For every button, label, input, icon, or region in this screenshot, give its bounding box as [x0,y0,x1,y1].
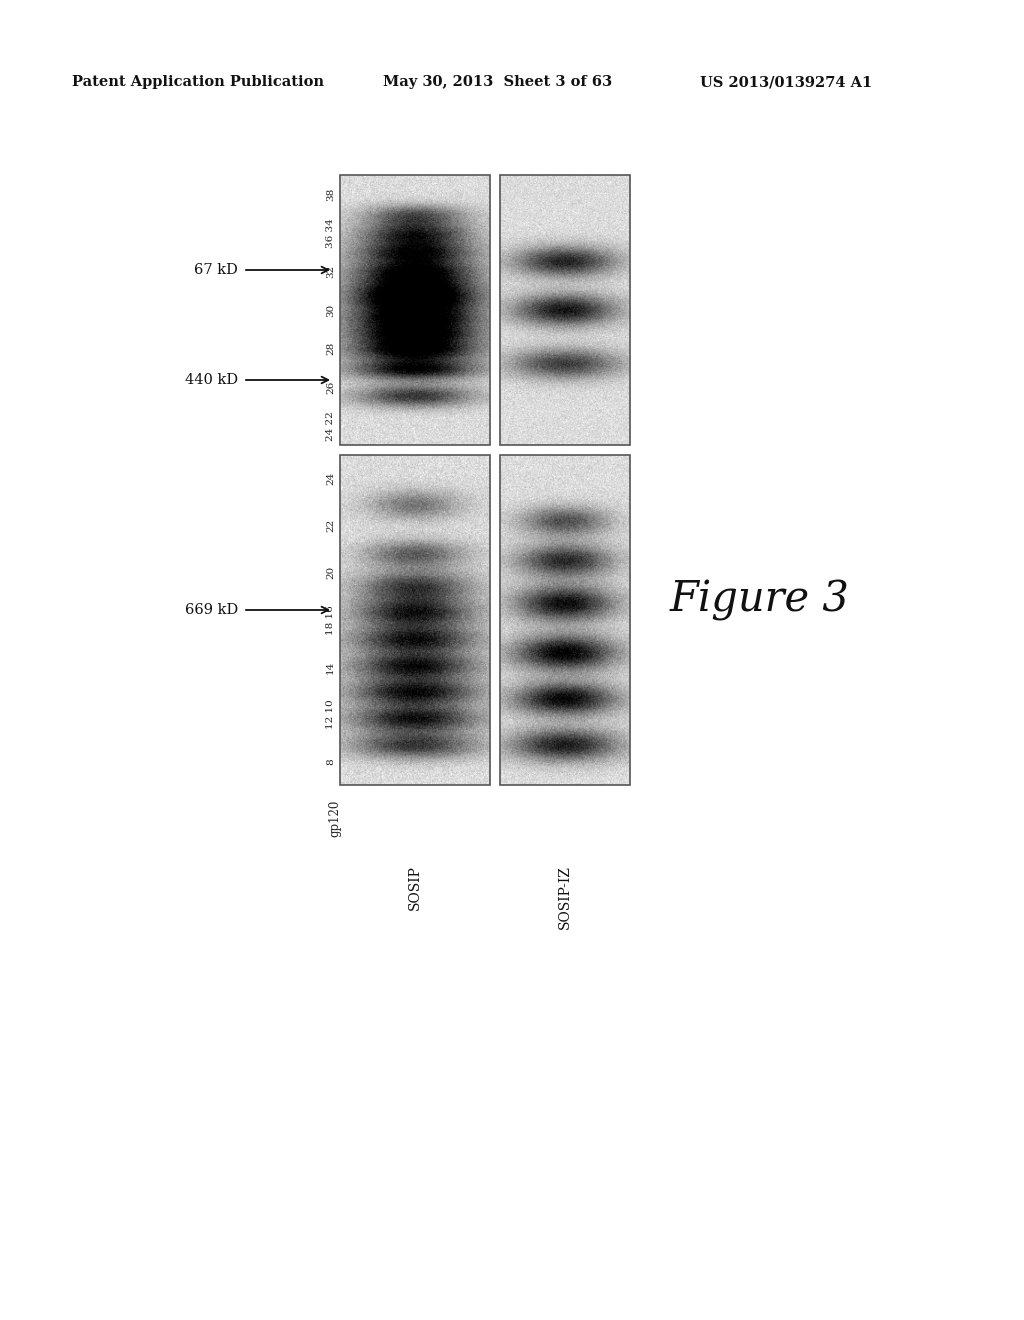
Text: 24 22: 24 22 [326,411,335,441]
Text: 30: 30 [326,304,335,317]
Text: 36 34: 36 34 [326,218,335,248]
Text: 12 10: 12 10 [326,700,335,729]
Text: 28: 28 [326,342,335,355]
Text: Patent Application Publication: Patent Application Publication [72,75,324,88]
Text: 67 kD: 67 kD [195,263,238,277]
Text: US 2013/0139274 A1: US 2013/0139274 A1 [700,75,872,88]
Text: 32: 32 [326,265,335,279]
Text: 14: 14 [326,660,335,673]
Text: 440 kD: 440 kD [185,374,238,387]
Text: 22: 22 [326,519,335,532]
Text: 38: 38 [326,187,335,201]
Text: 18 16: 18 16 [326,605,335,635]
Text: Figure 3: Figure 3 [670,579,850,620]
Text: gp120: gp120 [329,800,341,837]
Text: 8: 8 [326,758,335,764]
Text: 24: 24 [326,473,335,486]
Text: May 30, 2013  Sheet 3 of 63: May 30, 2013 Sheet 3 of 63 [383,75,612,88]
Text: 669 kD: 669 kD [184,603,238,616]
Text: SOSIP: SOSIP [408,865,422,909]
Text: 26: 26 [326,380,335,393]
Text: 20: 20 [326,566,335,579]
Text: SOSIP-IZ: SOSIP-IZ [558,865,572,929]
